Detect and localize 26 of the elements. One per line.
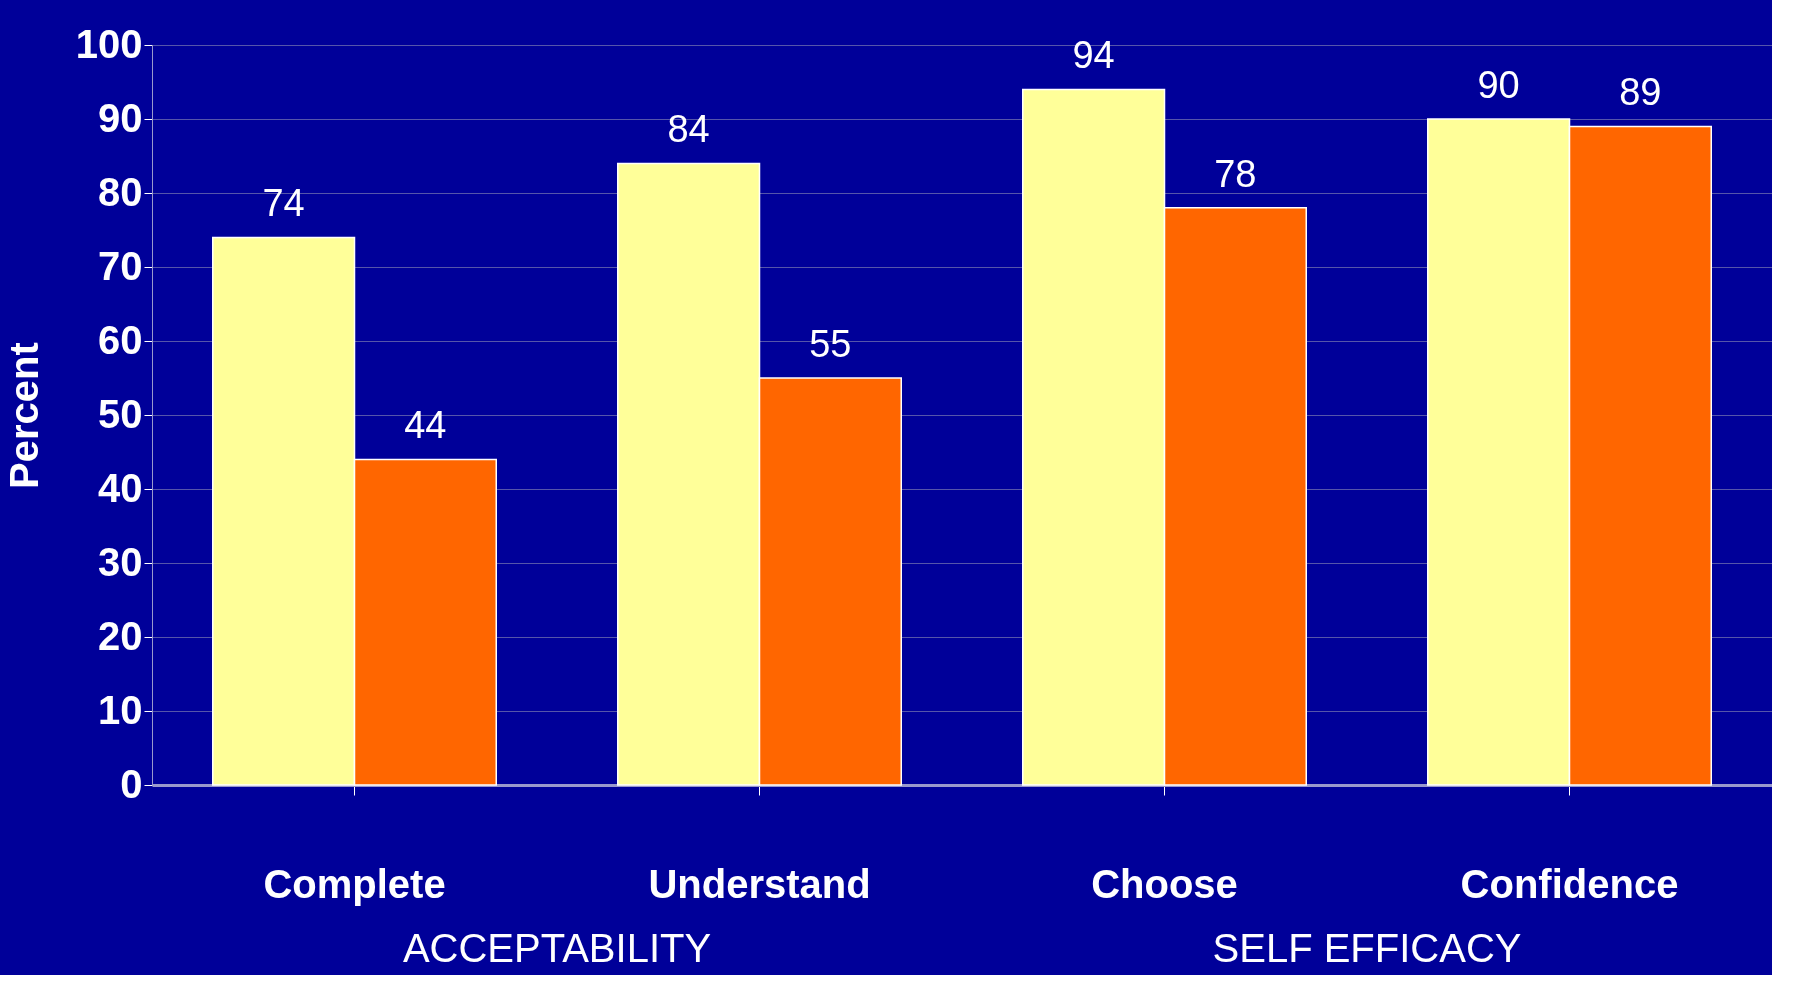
y-tick-label: 60 bbox=[98, 317, 143, 362]
y-tick-label: 10 bbox=[98, 687, 143, 732]
text: SELF EFFICACY bbox=[1212, 926, 1522, 970]
data-label: 74 bbox=[262, 182, 305, 225]
y-tick-label: 0 bbox=[120, 761, 143, 806]
data-label: 55 bbox=[809, 323, 852, 365]
y-tick-label: 80 bbox=[98, 169, 143, 214]
data-label: 90 bbox=[1477, 64, 1520, 106]
text: ACCEPTABILITY bbox=[402, 926, 712, 970]
x-tick-label: Confidence bbox=[1460, 861, 1679, 906]
data-label: 44 bbox=[404, 404, 447, 447]
data-label: 89 bbox=[1619, 71, 1662, 114]
y-tick-label: 40 bbox=[98, 465, 143, 510]
y-tick-label: 100 bbox=[75, 21, 143, 66]
x-tick-label: Complete bbox=[263, 861, 446, 906]
y-tick-label: 30 bbox=[98, 539, 143, 584]
x-tick-label: Choose bbox=[1091, 861, 1238, 906]
y-tick-label: 20 bbox=[98, 613, 143, 658]
y-tick-label: 50 bbox=[98, 391, 143, 436]
data-label: 78 bbox=[1214, 152, 1257, 195]
y-axis-title: Percent bbox=[1, 342, 46, 489]
data-label: 94 bbox=[1072, 34, 1115, 77]
data-label: 84 bbox=[667, 108, 710, 151]
y-tick-label: 90 bbox=[98, 95, 143, 140]
x-tick-label: Understand bbox=[648, 861, 871, 906]
y-tick-label: 70 bbox=[98, 243, 143, 288]
